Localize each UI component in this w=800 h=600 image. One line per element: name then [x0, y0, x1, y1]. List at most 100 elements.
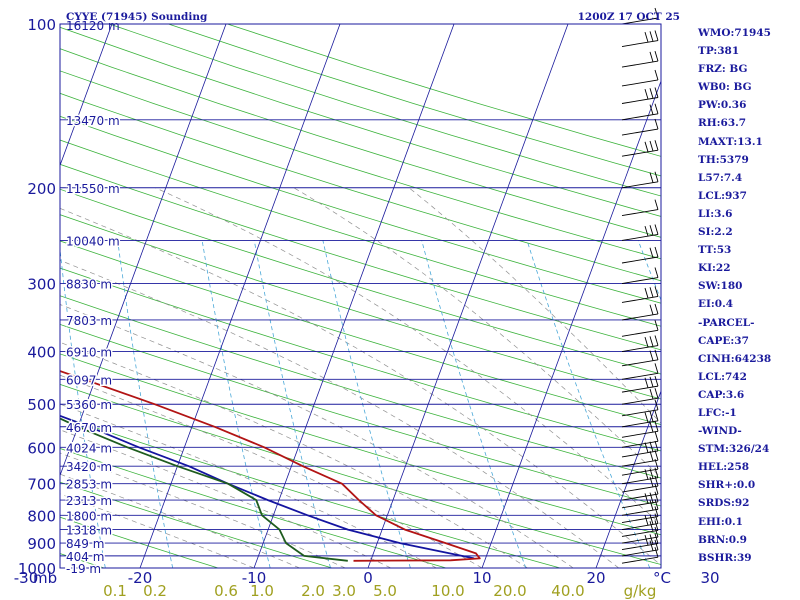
barb-staff [621, 97, 659, 104]
dry-adiabat-line [60, 353, 661, 536]
barb-feather [654, 87, 659, 98]
barb-staff [621, 313, 659, 321]
barb-feather [649, 304, 654, 315]
moist-adiabat-line [60, 493, 255, 568]
barb-feather [654, 286, 659, 297]
x-unit-label: mb [33, 569, 57, 587]
height-level-label: 849 m [66, 537, 104, 551]
wind-barb [621, 363, 659, 380]
height-level-label: 13470 m [66, 114, 120, 128]
wind-barb [621, 506, 659, 523]
stability-index-row: SI:2.2 [698, 226, 733, 239]
stability-index-row: CAP:3.6 [698, 388, 745, 401]
barb-feather [649, 540, 654, 551]
wind-barb [621, 475, 659, 493]
stability-index-row: CAPE:37 [698, 334, 749, 347]
wind-barb [621, 7, 659, 25]
barb-feather [654, 547, 659, 558]
barb-feather [654, 526, 659, 538]
barb-staff [621, 536, 659, 544]
wind-barb [621, 267, 659, 284]
barb-feather [654, 533, 659, 544]
barb-feather [654, 267, 659, 278]
barb-feather [654, 335, 659, 346]
wind-barb [621, 224, 659, 241]
pressure-tick-label: 200 [27, 180, 56, 198]
barb-feather [654, 431, 659, 442]
barb-feather [644, 336, 649, 348]
barb-feather [649, 376, 654, 388]
barb-staff [621, 149, 659, 157]
barb-staff [621, 372, 659, 380]
barb-feather [644, 88, 649, 100]
barb-staff [621, 296, 659, 303]
mixing-ratio-line [526, 240, 651, 568]
barb-staff [621, 485, 659, 493]
barb-feather [654, 483, 659, 495]
pressure-tick-label: 300 [27, 276, 56, 294]
wind-barb [621, 533, 659, 551]
barb-feather [649, 514, 654, 525]
stability-index-row: CINH:64238 [698, 352, 772, 365]
pressure-tick-label: 800 [27, 507, 56, 525]
barb-feather [644, 287, 649, 299]
barb-feather [654, 499, 659, 510]
wind-barb [621, 388, 659, 405]
temperature-tick-label: -20 [128, 569, 153, 587]
barb-staff [621, 277, 659, 284]
barb-feather [649, 104, 654, 115]
barb-staff [621, 459, 659, 467]
wind-barb [621, 421, 659, 438]
dry-adiabat-line [60, 214, 661, 400]
barb-feather [649, 31, 654, 42]
wind-barb [621, 526, 659, 544]
moist-adiabat-line [408, 187, 661, 424]
stability-index-row: STM:326/24 [698, 443, 770, 456]
stability-index-row: MAXT:13.1 [698, 135, 763, 148]
barb-feather [649, 225, 654, 236]
stability-index-row: TP:381 [698, 45, 740, 58]
mixing-ratio-unit-label: g/kg [624, 582, 657, 600]
mixing-ratio-line [322, 240, 411, 568]
isotherm-line [60, 24, 227, 477]
barb-staff [621, 209, 659, 217]
barb-staff [621, 17, 659, 25]
chart-title: CYYE (71945) Sounding [66, 11, 208, 23]
mixing-ratio-line [60, 245, 106, 568]
pressure-tick-label: 900 [27, 535, 56, 553]
wind-barb [621, 171, 659, 189]
stability-index-row: -WIND- [698, 425, 742, 438]
barb-feather [649, 336, 654, 347]
mixing-ratio-line [253, 240, 331, 568]
isotherm-line [481, 79, 661, 568]
stability-index-row: LFC:-1 [698, 406, 737, 419]
barb-feather [649, 421, 654, 433]
stability-index-row: FRZ: BG [698, 63, 748, 76]
barb-feather [654, 30, 659, 41]
height-level-label: 2313 m [66, 494, 112, 508]
height-level-label: 4024 m [66, 441, 112, 455]
barb-feather [644, 377, 649, 388]
wind-barb [621, 513, 659, 531]
wind-barb [621, 483, 659, 501]
barb-staff [621, 329, 659, 337]
barb-feather [644, 412, 649, 423]
barb-staff [621, 468, 659, 476]
barb-feather [654, 103, 659, 114]
height-level-label: 404 m [66, 550, 104, 564]
barb-feather [654, 410, 659, 421]
wind-barb [621, 399, 659, 417]
moist-adiabat-line [60, 452, 346, 568]
wind-barb [621, 103, 659, 121]
barb-feather [654, 140, 659, 151]
mixing-ratio-label: 3.0 [332, 582, 356, 600]
dewpoint-trace-line [60, 417, 348, 562]
barb-staff [621, 256, 659, 264]
wind-barb [621, 491, 659, 509]
wind-barb [621, 69, 659, 87]
wind-barb [621, 375, 659, 393]
mixing-ratio-label: 0.1 [103, 582, 127, 600]
barb-staff [621, 397, 659, 405]
stability-index-row: LCL:742 [698, 370, 747, 383]
